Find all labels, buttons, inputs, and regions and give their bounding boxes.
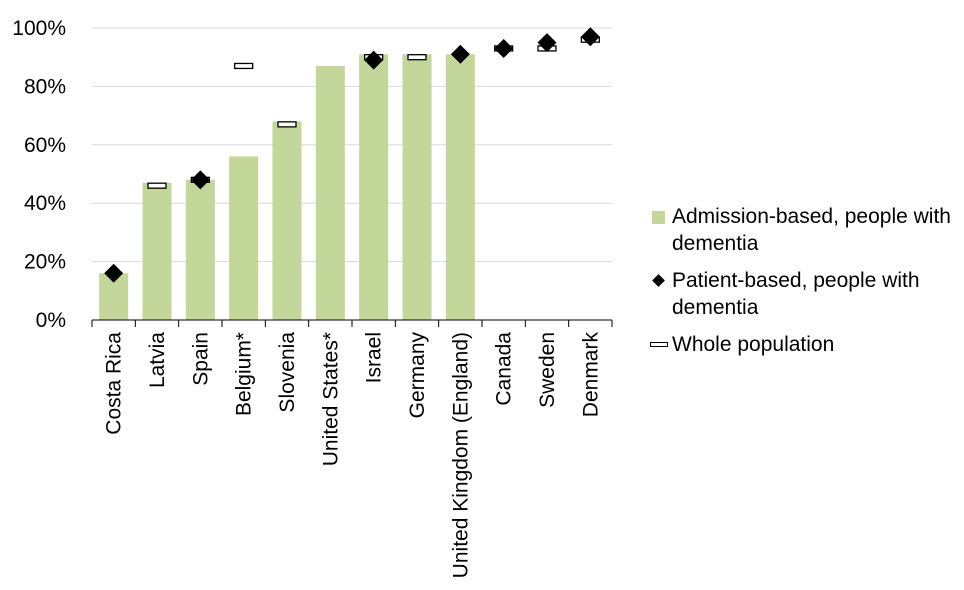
bar <box>359 54 389 320</box>
bar <box>315 65 345 321</box>
gridlines <box>92 27 612 263</box>
x-axis <box>91 319 613 327</box>
patient-based-marker <box>104 263 124 283</box>
x-tick-label: Latvia <box>146 332 169 388</box>
legend-label: Admission-based, people with dementia <box>672 205 951 255</box>
legend-swatch-dash <box>650 331 672 358</box>
legend-swatch-diamond <box>650 267 672 294</box>
legend-item-patient-based: Patient-based, people with dementia <box>650 267 964 321</box>
bar <box>272 121 302 320</box>
legend-label: Patient-based, people with dementia <box>672 269 920 319</box>
whole-population-marker <box>234 62 254 70</box>
x-tick-label: Denmark <box>579 332 602 418</box>
bar-series <box>99 54 475 321</box>
patient-based-marker <box>450 44 470 64</box>
x-tick-label: United States* <box>319 332 342 466</box>
patient-based-marker <box>537 33 557 53</box>
legend-swatch-bar <box>650 203 672 230</box>
bar <box>185 179 215 320</box>
x-tick-label: Germany <box>406 332 429 419</box>
whole-population-marker <box>277 121 297 128</box>
x-tick-label: Belgium* <box>233 332 256 416</box>
x-tick-label: Canada <box>493 332 516 406</box>
y-tick-label: 0% <box>36 309 66 332</box>
legend-item-whole-population: Whole population <box>650 331 964 358</box>
whole-population-marker <box>147 182 167 189</box>
y-axis-tick-labels: 0% 20% 40% 60% 80% 100% <box>12 17 66 332</box>
bar <box>445 54 475 320</box>
x-tick-label: Spain <box>189 332 212 386</box>
legend: Admission-based, people with dementia Pa… <box>650 203 964 368</box>
bar <box>229 156 259 320</box>
x-tick-label: Slovenia <box>276 332 299 413</box>
x-tick-label: Costa Rica <box>103 332 126 435</box>
y-tick-label: 100% <box>12 17 66 40</box>
patient-based-series <box>104 27 600 283</box>
legend-label: Whole population <box>672 333 835 356</box>
legend-item-admission-based: Admission-based, people with dementia <box>650 203 964 257</box>
x-axis-tick-labels: Costa Rica Latvia Spain Belgium* Slovenia Uni… <box>103 332 603 579</box>
whole-population-marker <box>407 54 427 61</box>
patient-based-marker <box>190 170 210 190</box>
x-tick-label: Sweden <box>536 332 559 408</box>
patient-based-marker <box>580 27 600 47</box>
y-tick-label: 80% <box>24 75 66 98</box>
x-tick-label: Israel <box>363 332 386 383</box>
y-tick-label: 40% <box>24 192 66 215</box>
y-tick-label: 60% <box>24 134 66 157</box>
patient-based-marker <box>364 50 384 70</box>
y-tick-label: 20% <box>24 251 66 274</box>
x-tick-label: United Kingdom (England) <box>449 332 472 578</box>
bar <box>142 182 172 320</box>
patient-based-marker <box>494 38 514 58</box>
bar <box>402 54 432 320</box>
